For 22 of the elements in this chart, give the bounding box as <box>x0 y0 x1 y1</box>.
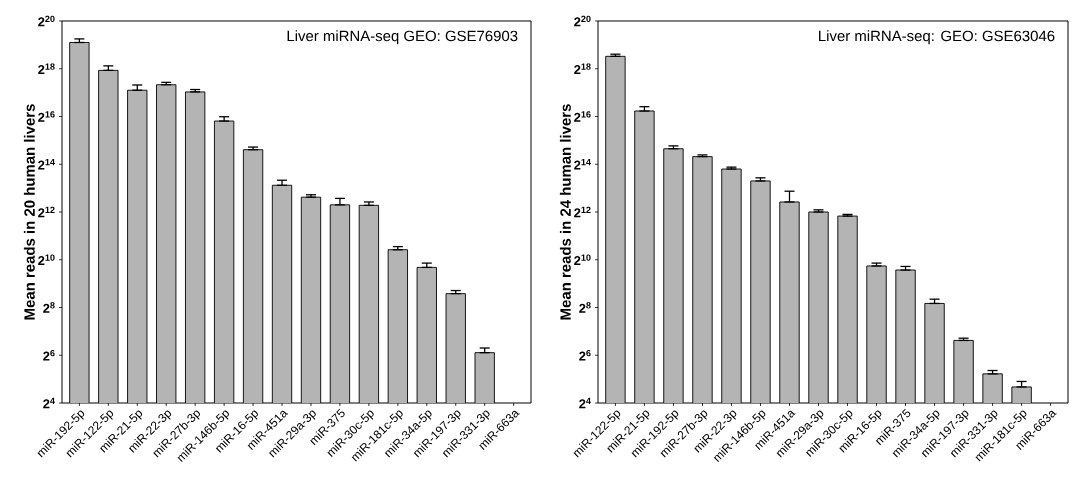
y-tick-label: 2$^{8}$ <box>43 302 55 313</box>
y-tick-label: 2$^{10}$ <box>574 254 591 266</box>
y-tick-label: 2$^{12}$ <box>38 206 55 218</box>
y-tick-label: 2$^{6}$ <box>579 349 591 361</box>
y-tick-label: 2$^{14}$ <box>38 158 55 170</box>
y-tick-label: 2$^{18}$ <box>38 63 55 75</box>
y-tick-label: 2$^{16}$ <box>38 111 55 122</box>
annotation: Liver miRNA-seq GEO: GSE76903 <box>287 30 518 45</box>
y-tick-label: 2$^{4}$ <box>43 397 55 409</box>
y-axis-title: Mean reads in 24 human livers <box>559 104 571 320</box>
y-tick-label: 2$^{16}$ <box>574 111 591 122</box>
y-tick-label: 2$^{12}$ <box>574 206 591 218</box>
annotation: Liver miRNA-seq: GEO: GSE63046 <box>819 30 1055 45</box>
y-tick-label: 2$^{20}$ <box>574 15 591 27</box>
y-tick-label: 2$^{6}$ <box>43 349 55 361</box>
y-axis-title: Mean reads in 20 human livers <box>23 104 35 320</box>
y-tick-label: 2$^{10}$ <box>38 254 55 266</box>
y-tick-label: 2$^{8}$ <box>579 302 591 313</box>
y-tick-label: 2$^{4}$ <box>579 397 591 409</box>
y-tick-label: 2$^{18}$ <box>574 63 591 75</box>
y-tick-label: 2$^{14}$ <box>574 158 591 170</box>
y-tick-label: 2$^{20}$ <box>38 15 55 27</box>
